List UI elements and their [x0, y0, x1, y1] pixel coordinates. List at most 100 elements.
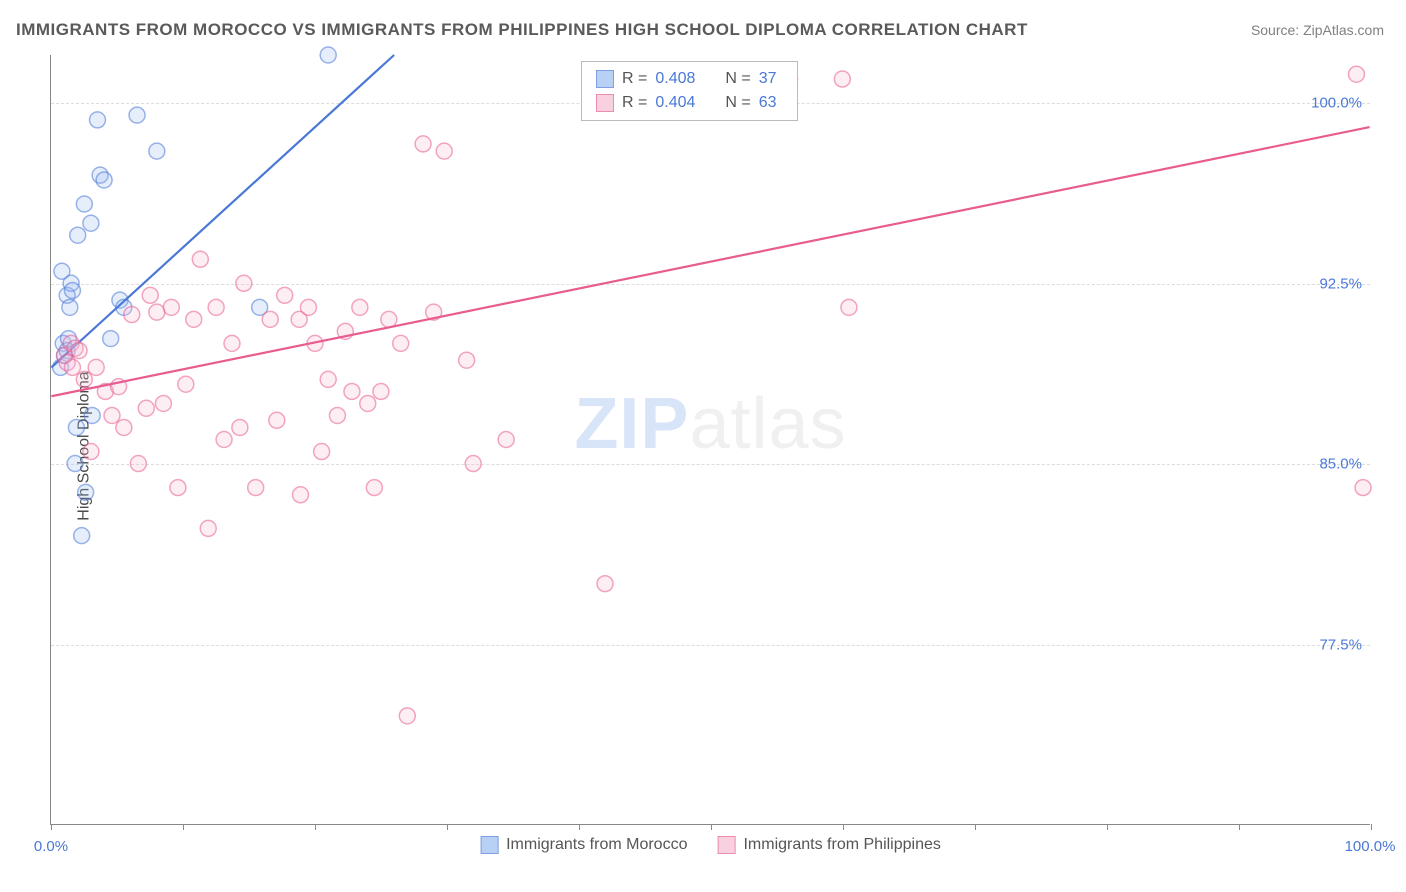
scatter-point: [459, 352, 475, 368]
x-tick: [1107, 824, 1108, 830]
x-tick-label-min: 0.0%: [34, 838, 68, 855]
scatter-point: [200, 520, 216, 536]
scatter-point: [116, 419, 132, 435]
regression-line: [51, 55, 394, 367]
scatter-point: [393, 335, 409, 351]
scatter-point: [373, 383, 389, 399]
scatter-point: [415, 136, 431, 152]
scatter-point: [83, 215, 99, 231]
x-tick: [711, 824, 712, 830]
series-legend-item: Immigrants from Philippines: [717, 836, 940, 854]
legend-swatch: [480, 836, 498, 854]
x-tick: [51, 824, 52, 830]
scatter-point: [834, 71, 850, 87]
scatter-point: [262, 311, 278, 327]
legend-swatch: [596, 70, 614, 88]
series-legend-label: Immigrants from Morocco: [506, 836, 687, 854]
scatter-point: [96, 172, 112, 188]
series-legend: Immigrants from Morocco Immigrants from P…: [480, 836, 941, 854]
chart-svg: [51, 55, 1370, 824]
scatter-point: [597, 576, 613, 592]
scatter-point: [64, 359, 80, 375]
legend-row: R =0.404N =63: [596, 91, 777, 115]
scatter-point: [399, 708, 415, 724]
scatter-point: [192, 251, 208, 267]
scatter-point: [64, 283, 80, 299]
scatter-point: [320, 47, 336, 63]
legend-r-label: R =: [622, 67, 647, 91]
scatter-point: [498, 432, 514, 448]
scatter-point: [1355, 480, 1371, 496]
scatter-point: [841, 299, 857, 315]
series-legend-label: Immigrants from Philippines: [743, 836, 940, 854]
scatter-point: [300, 299, 316, 315]
scatter-point: [224, 335, 240, 351]
scatter-point: [130, 456, 146, 472]
scatter-point: [216, 432, 232, 448]
scatter-point: [84, 407, 100, 423]
scatter-point: [88, 359, 104, 375]
scatter-point: [352, 299, 368, 315]
regression-line: [51, 127, 1369, 396]
scatter-point: [74, 528, 90, 544]
scatter-point: [465, 456, 481, 472]
scatter-point: [381, 311, 397, 327]
scatter-point: [232, 419, 248, 435]
legend-swatch: [717, 836, 735, 854]
scatter-point: [293, 487, 309, 503]
scatter-point: [138, 400, 154, 416]
scatter-point: [163, 299, 179, 315]
scatter-point: [68, 419, 84, 435]
scatter-point: [320, 371, 336, 387]
scatter-point: [1348, 66, 1364, 82]
chart-title: IMMIGRANTS FROM MOROCCO VS IMMIGRANTS FR…: [16, 20, 1028, 40]
scatter-point: [248, 480, 264, 496]
scatter-point: [155, 395, 171, 411]
scatter-point: [103, 331, 119, 347]
scatter-point: [124, 307, 140, 323]
scatter-point: [70, 227, 86, 243]
scatter-point: [129, 107, 145, 123]
x-tick: [579, 824, 580, 830]
scatter-point: [78, 484, 94, 500]
scatter-point: [208, 299, 224, 315]
plot-area: ZIPatlas 77.5%85.0%92.5%100.0% R =0.408N…: [50, 55, 1370, 825]
x-tick: [1239, 824, 1240, 830]
scatter-point: [436, 143, 452, 159]
scatter-point: [360, 395, 376, 411]
legend-swatch: [596, 94, 614, 112]
series-legend-item: Immigrants from Morocco: [480, 836, 687, 854]
scatter-point: [104, 407, 120, 423]
x-tick: [447, 824, 448, 830]
legend-r-label: R =: [622, 91, 647, 115]
scatter-point: [314, 444, 330, 460]
legend-row: R = 0.408 N = 37: [596, 67, 777, 91]
scatter-point: [329, 407, 345, 423]
scatter-point: [344, 383, 360, 399]
x-tick: [843, 824, 844, 830]
scatter-point: [76, 371, 92, 387]
scatter-point: [83, 444, 99, 460]
scatter-point: [90, 112, 106, 128]
scatter-point: [186, 311, 202, 327]
scatter-point: [142, 287, 158, 303]
x-tick: [975, 824, 976, 830]
x-tick: [183, 824, 184, 830]
scatter-point: [178, 376, 194, 392]
scatter-point: [277, 287, 293, 303]
scatter-point: [269, 412, 285, 428]
scatter-point: [366, 480, 382, 496]
legend-r-value: 0.408: [655, 67, 695, 91]
scatter-point: [170, 480, 186, 496]
scatter-point: [62, 299, 78, 315]
correlation-legend: R =0.408N =37R =0.404N =63: [581, 61, 798, 121]
scatter-point: [149, 143, 165, 159]
legend-n-label: N =: [725, 67, 750, 91]
legend-n-label: N =: [725, 91, 750, 115]
x-tick: [1371, 824, 1372, 830]
x-tick: [315, 824, 316, 830]
scatter-point: [149, 304, 165, 320]
legend-n-value: 63: [759, 91, 777, 115]
legend-n-value: 37: [759, 67, 777, 91]
scatter-point: [67, 456, 83, 472]
